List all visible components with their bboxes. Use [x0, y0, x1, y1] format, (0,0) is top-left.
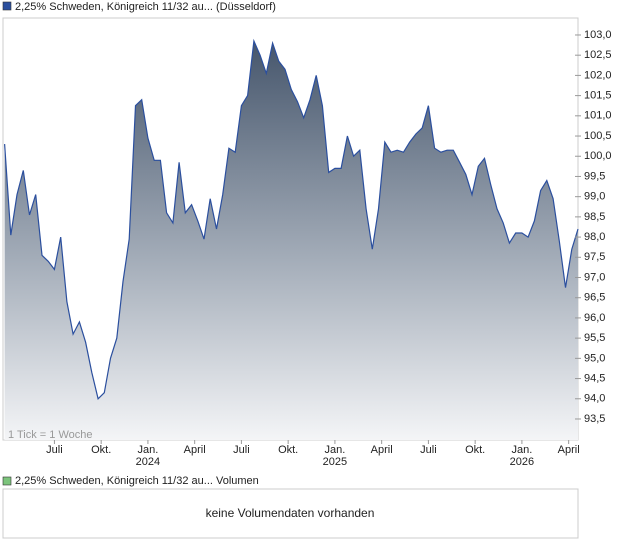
x-tick-label: April: [558, 444, 580, 456]
x-year-label: 2024: [136, 456, 160, 468]
y-tick-label: 100,0: [584, 150, 612, 162]
price-line: [4, 38, 579, 400]
y-tick-label: 93,5: [584, 413, 605, 425]
y-tick-label: 100,5: [584, 130, 612, 142]
y-tick-label: 96,5: [584, 292, 605, 304]
x-tick-label: Juli: [233, 444, 250, 456]
x-tick-label: April: [371, 444, 393, 456]
x-tick-label: Jan.: [138, 444, 159, 456]
y-tick-label: 97,5: [584, 251, 605, 263]
volume-frame: [2, 488, 579, 539]
y-tick-label: 95,0: [584, 352, 605, 364]
y-tick-label: 95,5: [584, 332, 605, 344]
y-tick-label: 94,0: [584, 393, 605, 405]
y-tick-label: 97,0: [584, 271, 605, 283]
y-tick-label: 102,5: [584, 49, 612, 61]
y-tick-label: 102,0: [584, 69, 612, 81]
x-tick-label: Okt.: [465, 444, 485, 456]
y-tick-label: 101,0: [584, 110, 612, 122]
x-tick-label: Juli: [46, 444, 63, 456]
x-tick-label: Jan.: [325, 444, 346, 456]
x-tick-label: Jan.: [512, 444, 533, 456]
volume-message: keine Volumendaten vorhanden: [206, 506, 375, 520]
x-year-label: 2026: [510, 456, 534, 468]
x-tick-label: Okt.: [91, 444, 111, 456]
legend-swatch: [2, 476, 12, 486]
x-tick-label: Juli: [420, 444, 437, 456]
legend-swatch: [2, 1, 12, 11]
chart-title: 2,25% Schweden, Königreich 11/32 au... (…: [15, 1, 276, 13]
y-tick-label: 96,0: [584, 312, 605, 324]
y-tick-label: 98,5: [584, 211, 605, 223]
y-tick-label: 99,0: [584, 191, 605, 203]
y-tick-label: 94,5: [584, 372, 605, 384]
y-tick-label: 98,0: [584, 231, 605, 243]
y-tick-label: 101,5: [584, 90, 612, 102]
volume-title: 2,25% Schweden, Königreich 11/32 au... V…: [15, 475, 259, 487]
x-year-label: 2025: [323, 456, 347, 468]
y-tick-label: 99,5: [584, 170, 605, 182]
x-tick-label: Okt.: [278, 444, 298, 456]
x-tick-label: April: [184, 444, 206, 456]
area-fill: [4, 41, 579, 440]
tick-note: 1 Tick = 1 Woche: [8, 429, 92, 441]
y-tick-label: 103,0: [584, 29, 612, 41]
